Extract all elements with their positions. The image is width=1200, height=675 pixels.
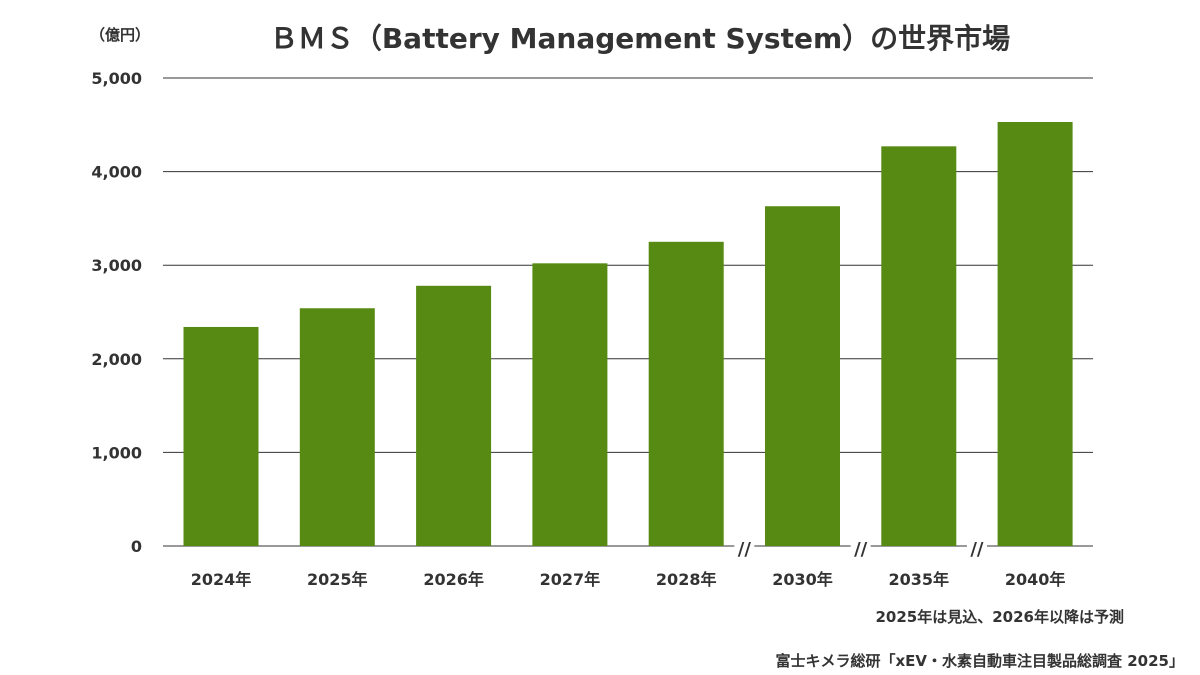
forecast-note: 2025年は見込、2026年以降は予測 <box>876 608 1125 626</box>
x-axis-tick-labels: 2024年 2025年 2026年 2027年 2028年 2030年 2035年 2040年 <box>191 570 1066 589</box>
bar <box>997 121 1073 546</box>
x-tick-label: 2028年 <box>656 570 717 589</box>
y-tick-label: 4,000 <box>91 163 142 182</box>
bar <box>183 326 259 546</box>
axis-break-gap <box>850 543 871 549</box>
bar <box>881 146 957 546</box>
x-tick-label: 2024年 <box>191 570 252 589</box>
x-tick-label: 2030年 <box>772 570 833 589</box>
source-credit: 富士キメラ総研「xEV・水素自動車注目製品総調査 2025」 <box>775 652 1184 670</box>
bar <box>532 263 608 546</box>
bar <box>648 241 724 547</box>
y-tick-label: 2,000 <box>91 350 142 369</box>
axis-break-gap <box>734 543 755 549</box>
y-axis-unit-label: （億円） <box>90 26 150 44</box>
x-tick-label: 2040年 <box>1005 570 1066 589</box>
bar <box>765 206 840 546</box>
x-tick-label: 2035年 <box>889 570 950 589</box>
y-tick-label: 3,000 <box>91 256 142 275</box>
y-tick-label: 5,000 <box>91 69 142 88</box>
y-axis-tick-labels: 0 1,000 2,000 3,000 4,000 5,000 <box>91 69 142 556</box>
bar <box>416 285 492 546</box>
bars <box>183 121 1073 547</box>
axis-break-mark: // <box>854 539 868 560</box>
axis-break-mark: // <box>970 539 984 560</box>
bar <box>299 308 375 546</box>
x-tick-label: 2025年 <box>307 570 368 589</box>
chart-title: ＢＭＳ（Battery Management System）の世界市場 <box>270 22 1010 55</box>
y-tick-label: 0 <box>131 537 142 556</box>
x-tick-label: 2027年 <box>540 570 601 589</box>
x-tick-label: 2026年 <box>423 570 484 589</box>
axis-breaks: // // // <box>734 539 987 560</box>
axis-break-gap <box>966 543 987 549</box>
axis-break-mark: // <box>738 539 752 560</box>
y-tick-label: 1,000 <box>91 443 142 462</box>
